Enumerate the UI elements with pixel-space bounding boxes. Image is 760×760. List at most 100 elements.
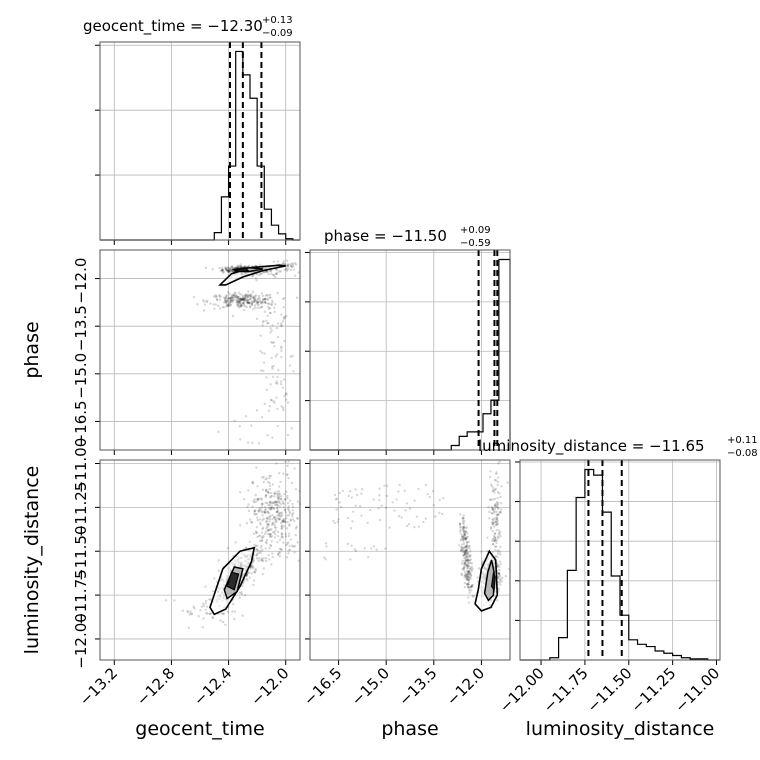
sample-point: [261, 549, 264, 552]
sample-point: [240, 298, 243, 302]
sample-point: [220, 268, 223, 272]
sample-point: [275, 380, 278, 383]
sample-point: [466, 564, 469, 568]
sample-point: [375, 548, 378, 552]
sample-point: [471, 595, 474, 598]
sample-point: [241, 298, 244, 301]
sample-point: [274, 500, 277, 503]
sample-point: [292, 265, 295, 268]
sample-point: [495, 502, 498, 506]
sample-point: [280, 548, 283, 552]
sample-point: [221, 620, 225, 624]
sample-point: [224, 301, 228, 305]
sample-point: [264, 520, 268, 523]
x-axis-label-luminosity-distance: luminosity_distance: [526, 718, 715, 740]
sample-point: [286, 264, 289, 268]
sample-point: [255, 553, 259, 557]
sample-point: [257, 534, 261, 538]
sample-point: [259, 300, 262, 304]
sample-point: [257, 303, 260, 307]
sample-point: [260, 305, 263, 309]
sample-point: [217, 304, 220, 308]
sample-point: [282, 518, 285, 522]
sample-point: [467, 551, 470, 555]
sample-point: [265, 388, 269, 392]
sample-point: [498, 565, 501, 569]
sample-point: [251, 565, 255, 568]
sample-point: [378, 494, 381, 497]
sample-point: [498, 581, 501, 584]
sample-point: [263, 300, 266, 304]
sample-point: [281, 536, 284, 539]
sample-point: [190, 612, 193, 616]
sample-point: [264, 495, 267, 498]
sample-point: [491, 498, 495, 501]
sample-point: [477, 567, 481, 570]
sample-point: [496, 480, 500, 484]
sample-point: [196, 303, 199, 306]
sample-point: [226, 291, 230, 294]
sample-point: [272, 341, 276, 344]
sample-point: [268, 501, 272, 504]
sample-point: [460, 562, 464, 565]
sample-point: [486, 550, 489, 553]
sample-point: [262, 567, 265, 570]
sample-point: [465, 559, 469, 562]
sample-point: [274, 516, 277, 519]
sample-point: [349, 490, 352, 493]
sample-point: [229, 296, 233, 300]
sample-point: [296, 516, 299, 520]
sample-point: [254, 299, 257, 302]
sample-point: [360, 514, 363, 517]
sample-point: [261, 536, 265, 539]
sample-point: [498, 550, 501, 554]
sample-point: [468, 591, 471, 594]
sample-point: [259, 523, 262, 526]
sample-point: [173, 599, 176, 602]
sample-point: [268, 405, 272, 408]
sample-point: [283, 509, 287, 512]
sample-point: [426, 492, 429, 496]
sample-point: [239, 305, 242, 308]
sample-point: [280, 532, 283, 535]
sample-point: [495, 523, 499, 527]
y-tick-label: −16.5: [72, 400, 90, 446]
sample-point: [224, 623, 227, 626]
sample-point: [219, 295, 222, 298]
sample-point: [246, 579, 249, 582]
sample-point: [504, 574, 508, 578]
sample-point: [265, 270, 269, 274]
sample-point: [273, 306, 276, 310]
sample-point: [260, 305, 264, 308]
sample-point: [268, 533, 271, 536]
sample-point: [255, 301, 258, 305]
sample-point: [274, 529, 277, 532]
sample-point: [294, 488, 298, 491]
sample-point: [269, 311, 272, 315]
sample-point: [242, 299, 245, 302]
sample-point: [256, 497, 260, 501]
sample-point: [282, 506, 285, 509]
sample-point: [469, 550, 472, 553]
sample-point: [498, 560, 502, 563]
sample-point: [496, 552, 500, 556]
sample-point: [251, 565, 254, 569]
sample-point: [233, 617, 236, 621]
sample-point: [270, 356, 273, 360]
sample-point: [270, 528, 273, 531]
sample-point: [248, 302, 251, 305]
sample-point: [282, 378, 286, 381]
sample-point: [238, 425, 242, 428]
sample-point: [280, 520, 284, 523]
sample-point: [464, 526, 467, 529]
sample-point: [461, 535, 464, 539]
sample-point: [358, 505, 362, 508]
sample-point: [495, 516, 498, 519]
sample-point: [469, 554, 472, 557]
sample-point: [226, 266, 230, 270]
sample-point: [222, 612, 225, 615]
sample-point: [232, 293, 236, 297]
sample-point: [493, 478, 496, 482]
sample-point: [491, 539, 494, 542]
histogram-step: [100, 50, 300, 241]
